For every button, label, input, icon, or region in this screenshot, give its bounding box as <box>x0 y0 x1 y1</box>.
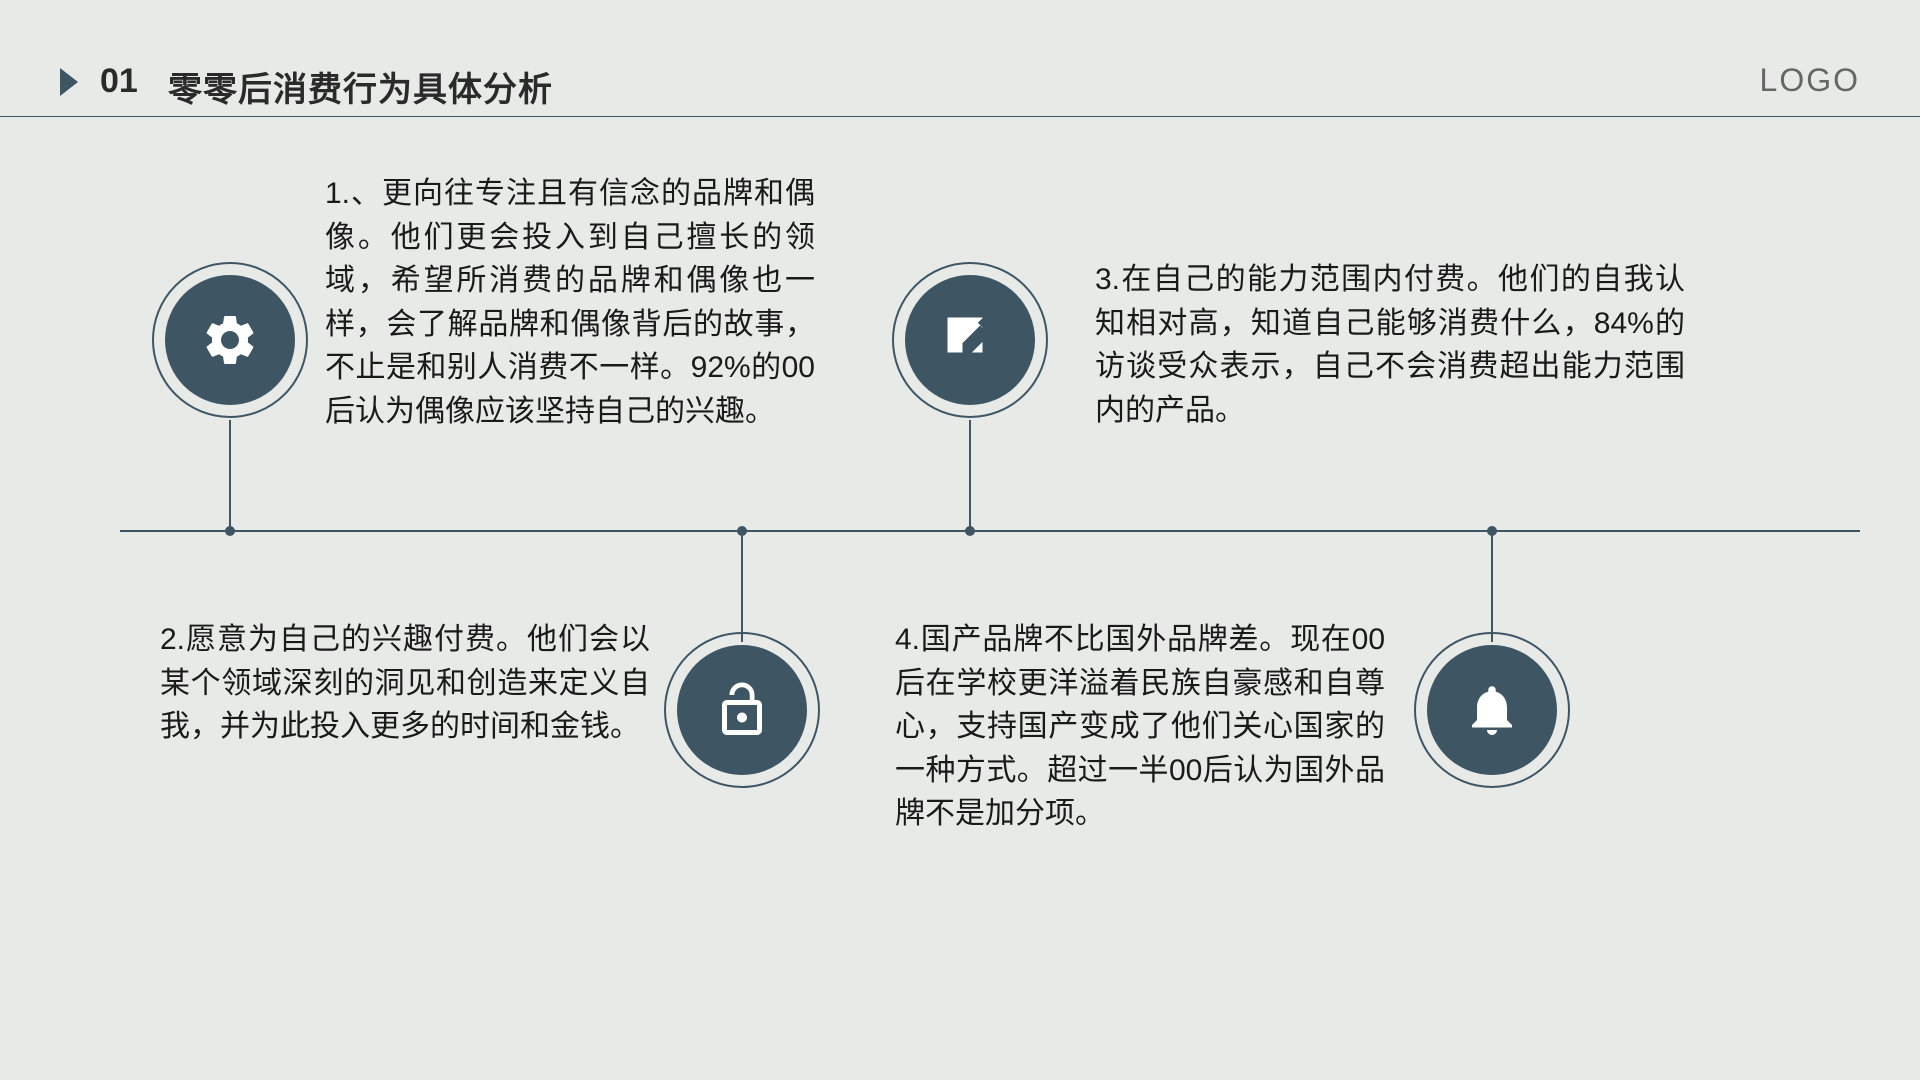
timeline-axis <box>120 530 1860 532</box>
point-1-text: 1.、更向往专注且有信念的品牌和偶像。他们更会投入到自己擅长的领域，希望所消费的… <box>325 172 815 433</box>
lock-open-icon <box>712 680 772 740</box>
connector-3 <box>969 420 971 530</box>
header-triangle-icon <box>60 68 78 96</box>
icon-circle-3 <box>905 275 1035 405</box>
connector-4 <box>1491 532 1493 642</box>
gear-icon <box>200 310 260 370</box>
icon-circle-2 <box>677 645 807 775</box>
point-3-text: 3.在自己的能力范围内付费。他们的自我认知相对高，知道自己能够消费什么，84%的… <box>1095 258 1685 432</box>
bell-icon <box>1462 680 1522 740</box>
point-2-text: 2.愿意为自己的兴趣付费。他们会以某个领域深刻的洞见和创造来定义自我，并为此投入… <box>160 618 650 749</box>
slide-header: 01 零零后消费行为具体分析 LOGO <box>0 60 1920 120</box>
connector-1 <box>229 420 231 530</box>
section-title: 零零后消费行为具体分析 <box>168 62 553 111</box>
edit-icon <box>940 310 1000 370</box>
header-divider <box>0 116 1920 117</box>
connector-2 <box>741 532 743 642</box>
section-number: 01 <box>100 62 138 101</box>
logo-text: LOGO <box>1760 62 1860 99</box>
icon-circle-1 <box>165 275 295 405</box>
icon-circle-4 <box>1427 645 1557 775</box>
point-4-text: 4.国产品牌不比国外品牌差。现在00后在学校更洋溢着民族自豪感和自尊心，支持国产… <box>895 618 1385 836</box>
